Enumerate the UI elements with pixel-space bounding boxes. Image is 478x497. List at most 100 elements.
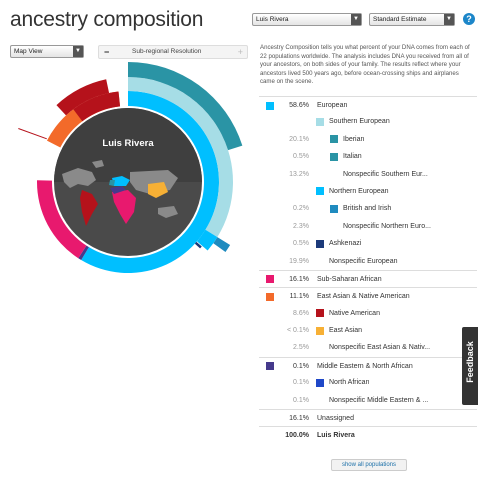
population-row[interactable]: 16.1% Unassigned — [259, 409, 477, 426]
population-percent: 16.1% — [289, 415, 309, 423]
ring-native-american[interactable] — [73, 91, 121, 122]
population-color-swatch — [330, 204, 338, 213]
ring-european[interactable] — [81, 91, 220, 273]
population-color-swatch — [266, 275, 274, 284]
population-name: East Asian — [329, 327, 363, 335]
ring-southern-european[interactable] — [128, 77, 233, 238]
population-color-swatch — [330, 152, 338, 161]
ring-ashkenazi[interactable] — [194, 241, 202, 249]
population-name: Nonspecific East Asian & Nativ... — [329, 344, 431, 352]
feedback-label: Feedback — [465, 341, 475, 383]
population-name: Italian — [343, 153, 362, 161]
estimate-select[interactable]: Standard Estimate ▼ — [369, 13, 455, 26]
population-list: 58.6% European Southern European 20.1% Iberi… — [259, 96, 477, 444]
view-select[interactable]: Map View ▼ — [10, 45, 84, 58]
population-percent: 2.5% — [293, 344, 309, 352]
population-name: Middle Eastern & North African — [317, 362, 413, 370]
resolution-minus-button[interactable]: − — [104, 47, 110, 57]
population-percent: 58.6% — [289, 102, 309, 109]
population-percent: < 0.1% — [287, 327, 309, 335]
ring-iberian[interactable] — [128, 62, 243, 151]
map-north-africa — [110, 186, 126, 194]
help-icon[interactable]: ? — [463, 13, 475, 25]
ring-native-american-outer[interactable] — [56, 79, 110, 116]
population-row[interactable]: 0.2% British and Irish — [259, 200, 477, 217]
population-row[interactable]: Northern European — [259, 183, 477, 200]
map-south-america — [80, 190, 98, 226]
population-name: European — [317, 102, 348, 109]
population-row[interactable]: 0.5% Italian — [259, 148, 477, 165]
show-all-populations-button[interactable]: show all populations — [331, 459, 407, 471]
population-color-swatch — [316, 326, 324, 335]
ring-east-asian-marker — [18, 128, 47, 140]
population-percent: 0.5% — [293, 153, 309, 161]
population-row[interactable]: 2.3% Nonspecific Northern Euro... — [259, 218, 477, 235]
population-row[interactable]: 0.5% Ashkenazi — [259, 235, 477, 252]
population-name: Nonspecific Middle Eastern & ... — [329, 396, 429, 404]
population-color-swatch — [330, 135, 338, 144]
population-color-swatch — [266, 292, 274, 301]
population-percent: 0.1% — [293, 362, 309, 370]
population-percent: 8.6% — [293, 309, 309, 317]
population-name: Luis Rivera — [317, 432, 355, 440]
ring-middle-east-north-africa[interactable] — [78, 245, 89, 261]
map-europe — [112, 176, 130, 186]
population-percent: 0.1% — [293, 396, 309, 404]
population-percent: 20.1% — [289, 135, 309, 143]
map-east-asia — [148, 182, 168, 198]
feedback-tab[interactable]: Feedback — [462, 327, 478, 405]
population-color-swatch — [316, 239, 324, 248]
chart-center-header — [54, 108, 202, 182]
population-name: Northern European — [329, 187, 389, 195]
population-name: Southern European — [329, 118, 390, 126]
resolution-plus-button[interactable]: + — [237, 47, 243, 57]
ring-british-irish[interactable] — [213, 237, 231, 252]
map-africa — [112, 190, 136, 224]
population-percent: 0.2% — [293, 205, 309, 213]
person-select-value: Luis Rivera — [256, 16, 289, 23]
map-north-america — [62, 168, 96, 188]
population-row[interactable]: 2.5% Nonspecific East Asian & Nativ... — [259, 339, 477, 356]
population-row[interactable]: 100.0% Luis Rivera — [259, 426, 477, 443]
ring-northern-european[interactable] — [197, 229, 218, 251]
population-row[interactable]: 16.1% Sub-Saharan African — [259, 269, 477, 287]
population-row[interactable]: 0.1% North African — [259, 374, 477, 391]
population-row[interactable]: 8.6% Native American — [259, 305, 477, 322]
population-row[interactable]: 20.1% Iberian — [259, 131, 477, 148]
population-row[interactable]: 58.6% European — [259, 96, 477, 113]
population-percent: 0.1% — [293, 379, 309, 387]
population-color-swatch — [266, 362, 274, 371]
population-color-swatch — [266, 101, 274, 110]
population-name: Unassigned — [317, 415, 354, 423]
population-name: Native American — [329, 309, 380, 317]
population-name: Ashkenazi — [329, 240, 362, 248]
population-color-swatch — [316, 378, 324, 387]
ring-sub-saharan-african[interactable] — [36, 180, 87, 259]
population-row[interactable]: < 0.1% East Asian — [259, 322, 477, 339]
chart-center-label: Luis Rivera — [102, 138, 154, 149]
population-row[interactable]: 0.1% Nonspecific Middle Eastern & ... — [259, 392, 477, 409]
population-row[interactable]: 11.1% East Asian & Native American — [259, 287, 477, 304]
population-percent: 19.9% — [289, 257, 309, 265]
population-percent: 11.1% — [289, 293, 309, 301]
intro-text: Ancestry Composition tells you what perc… — [260, 44, 470, 86]
resolution-label: Sub-regional Resolution — [132, 48, 202, 55]
population-row[interactable]: 19.9% Nonspecific European — [259, 253, 477, 270]
chevron-down-icon: ▼ — [73, 46, 83, 57]
population-name: Iberian — [343, 135, 365, 143]
population-name: Nonspecific Northern Euro... — [343, 222, 431, 230]
population-percent: 0.5% — [293, 240, 309, 248]
world-map — [62, 160, 178, 226]
population-percent: 2.3% — [293, 222, 309, 230]
person-select[interactable]: Luis Rivera ▼ — [252, 13, 362, 26]
population-name: East Asian & Native American — [317, 293, 410, 301]
population-row[interactable]: 13.2% Nonspecific Southern Eur... — [259, 166, 477, 183]
population-row[interactable]: 0.1% Middle Eastern & North African — [259, 356, 477, 374]
population-name: Sub-Saharan African — [317, 275, 382, 283]
population-percent: 16.1% — [289, 275, 309, 283]
population-row[interactable]: Southern European — [259, 113, 477, 130]
estimate-select-value: Standard Estimate — [373, 16, 427, 23]
resolution-control: − Sub-regional Resolution + — [98, 45, 248, 59]
population-name: British and Irish — [343, 205, 392, 213]
